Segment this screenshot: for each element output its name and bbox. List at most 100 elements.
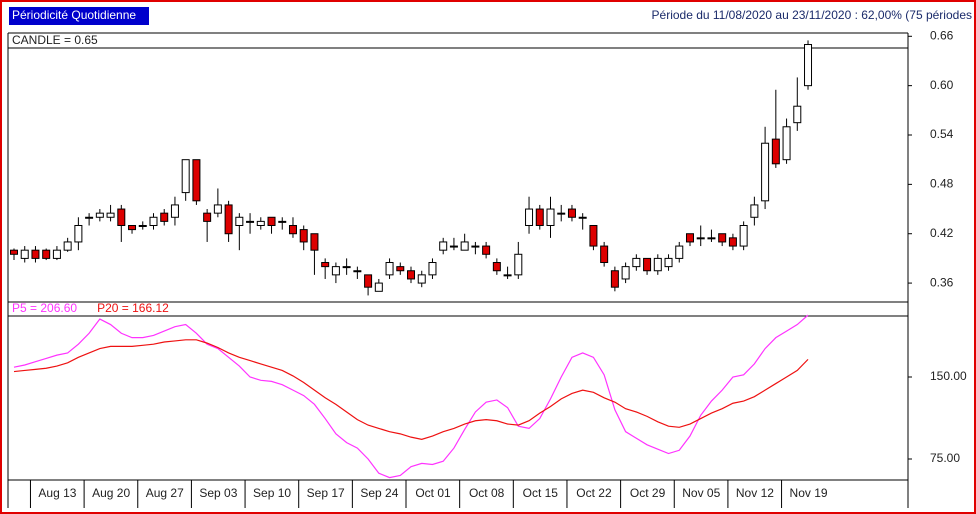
x-tick-label: Oct 15 [523,486,559,500]
candle-body [52,249,61,259]
candle-body [42,249,51,259]
y-tick-label: 0.48 [930,177,954,191]
candle-body [514,253,523,276]
candle-body [557,212,566,215]
candle-body [439,241,448,251]
y-tick-label: 75.00 [930,451,960,465]
y-tick-label: 0.66 [930,28,954,42]
candle-body [503,274,512,277]
candle-body [246,220,255,223]
candle-body [589,224,598,247]
candle-body [20,249,29,259]
y-tick-label: 150.00 [930,369,967,383]
candle-body [793,105,802,124]
candle-body [364,274,373,288]
candle-body [546,208,555,226]
candle-body [374,282,383,292]
candle-body [396,266,405,272]
candle-body [192,159,201,202]
candle-body [417,274,426,284]
candle-body [428,262,437,276]
candle-body [117,208,126,226]
candle-body [321,262,330,268]
candle-body [492,262,501,272]
candle-body [718,233,727,243]
candle-body [106,212,115,218]
y-tick-label: 0.36 [930,275,954,289]
x-tick-label: Oct 08 [469,486,505,500]
candle-body [675,245,684,259]
candle-body [256,220,265,226]
candle-body [632,257,641,268]
candle-body [653,257,662,272]
candle-body [707,237,716,240]
candle-body [342,266,351,269]
candle-body [278,220,287,223]
x-tick-label: Nov 05 [682,486,720,500]
header-right: Période du 11/08/2020 au 23/11/2020 : 62… [652,8,972,22]
candle-body [782,126,791,161]
x-tick-label: Oct 29 [630,486,666,500]
legend-entry: P5 = 206.60 [12,301,77,315]
candle-body [482,245,491,255]
candle-body [181,159,190,194]
x-tick-label: Sep 17 [307,486,345,500]
header-highlight [9,7,149,25]
candle-body [696,237,705,240]
candle-body [95,212,104,218]
candle-body [353,270,362,273]
candle-body [170,204,179,218]
candle-body [610,270,619,288]
candle-body [600,245,609,264]
candle-body [385,262,394,276]
x-tick-label: Aug 27 [146,486,184,500]
y-tick-label: 0.42 [930,226,954,240]
x-tick-label: Aug 13 [38,486,76,500]
candle-body [750,204,759,218]
candle-body [85,216,94,219]
candle-body [460,241,469,251]
candle-body [621,266,630,280]
candle-body [567,208,576,218]
candle-body [761,142,770,202]
candle-body [771,138,780,165]
ma-line [13,339,809,440]
candle-body [63,241,72,251]
x-tick-label: Oct 22 [576,486,612,500]
candle-body [160,212,169,222]
candle-body [138,224,147,227]
y-tick-label: 0.60 [930,78,954,92]
candle-body [299,229,308,243]
x-tick-label: Oct 01 [415,486,451,500]
candle-body [728,237,737,247]
candle-body [471,245,480,248]
header-left: Périodicité Quotidienne [12,8,136,22]
candle-body [31,249,40,259]
candle-body [224,204,233,235]
y-tick-label: 0.54 [930,127,954,141]
candle-body [804,44,813,87]
candle-body [407,270,416,280]
candle-body [10,249,18,255]
candle-body [449,245,458,248]
candle-body [525,208,534,226]
candle-body [310,233,319,251]
candle-body [74,224,83,243]
candle-body [331,266,340,276]
candle-body [288,224,297,235]
ma-line [13,314,809,479]
x-tick-label: Sep 24 [360,486,398,500]
candle-body [739,224,748,247]
x-tick-label: Sep 10 [253,486,291,500]
candle-body [203,212,212,222]
x-tick-label: Nov 19 [790,486,828,500]
candle-body [578,216,587,219]
x-tick-label: Aug 20 [92,486,130,500]
candle-body [149,216,158,226]
candle-body [535,208,544,226]
candle-body [235,216,244,226]
candle-body [664,257,673,268]
x-tick-label: Nov 12 [736,486,774,500]
